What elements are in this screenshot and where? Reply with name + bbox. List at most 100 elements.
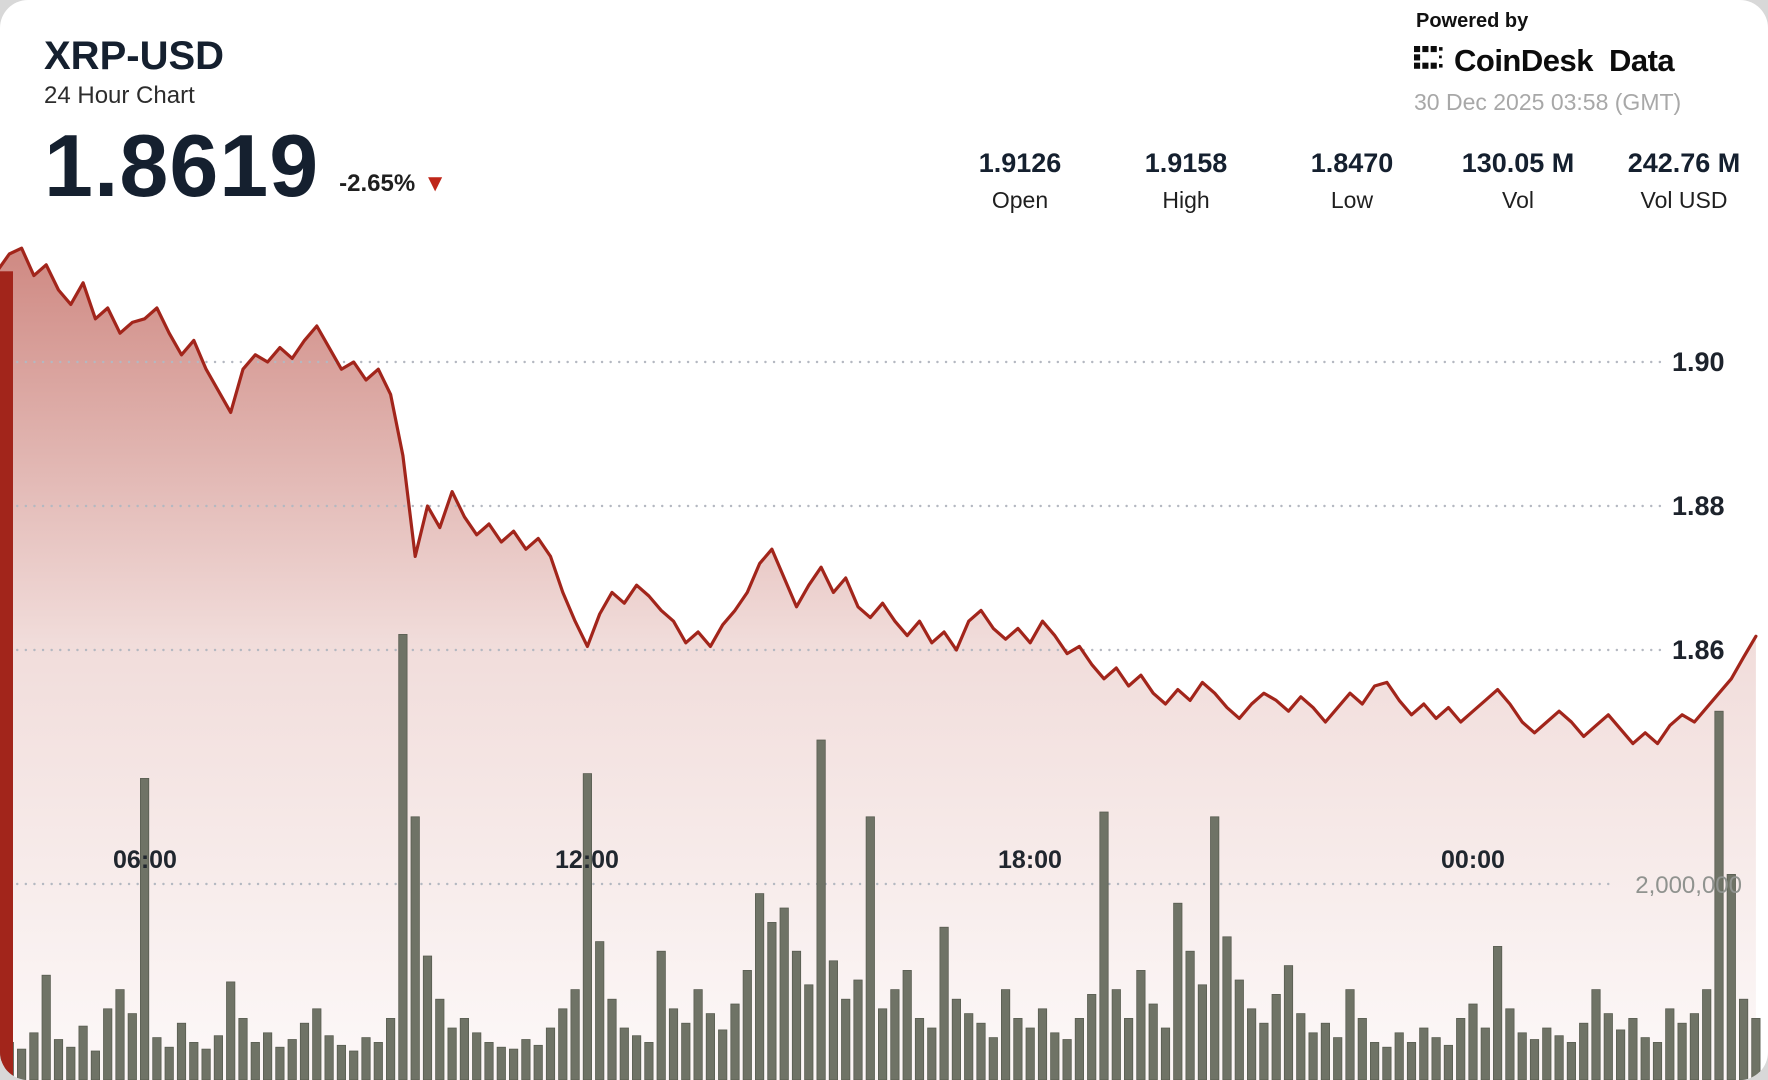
volume-bar: [1222, 936, 1232, 1080]
volume-bar: [1234, 979, 1244, 1080]
volume-bar: [53, 1039, 64, 1080]
volume-bar: [435, 998, 445, 1080]
volume-bar: [558, 1008, 568, 1080]
volume-bar: [410, 816, 420, 1080]
volume-bar: [1099, 811, 1109, 1080]
volume-bar: [976, 1022, 986, 1080]
volume-bar: [1406, 1042, 1417, 1080]
volume-bar: [1566, 1042, 1576, 1080]
volume-bar: [1087, 994, 1097, 1080]
volume-bar: [841, 998, 851, 1080]
volume-bar: [1308, 1032, 1318, 1080]
stat-open-label: Open: [991, 187, 1049, 213]
volume-bar: [902, 970, 912, 1080]
volume-bar: [1062, 1039, 1072, 1080]
volume-bar: [521, 1039, 531, 1080]
volume-bar: [1640, 1037, 1650, 1080]
volume-bar: [1468, 1003, 1478, 1080]
volume-bar: [693, 989, 703, 1080]
header-left: XRP-USD 24 Hour Chart 1.8619 -2.65% ▼: [44, 34, 447, 215]
volume-bar: [1456, 1018, 1466, 1080]
time-tick-label: 12:00: [555, 846, 619, 874]
time-tick-label: 18:00: [998, 846, 1062, 874]
left-edge-accent: [0, 271, 13, 1080]
volume-bar: [1591, 989, 1601, 1080]
price-tick-label: 1.88: [1672, 491, 1725, 521]
stat-vol-label: Vol: [1502, 187, 1534, 213]
volume-bar: [1111, 989, 1121, 1080]
volume-bar: [1443, 1044, 1453, 1080]
volume-bar: [78, 1025, 88, 1080]
volume-bar: [472, 1032, 482, 1080]
volume-bar: [164, 1046, 174, 1080]
volume-bar: [804, 984, 814, 1080]
price-tick-label: 1.86: [1672, 635, 1725, 665]
volume-bar: [299, 1022, 310, 1080]
volume-bar: [730, 1003, 740, 1080]
volume-bar: [373, 1042, 383, 1080]
volume-bar: [1050, 1032, 1060, 1080]
volume-bar: [1579, 1022, 1589, 1080]
volume-bar: [1345, 989, 1355, 1080]
volume-bar: [619, 1027, 629, 1080]
volume-bar: [103, 1008, 113, 1080]
volume-bar: [1493, 946, 1503, 1080]
brand-block: Powered by: [1414, 10, 1744, 116]
volume-bar: [422, 955, 433, 1080]
stat-vol-value: 130.05 M: [1461, 148, 1575, 178]
volume-bar: [1210, 816, 1220, 1080]
volume-bar: [1419, 1027, 1429, 1080]
volume-bar: [1271, 994, 1281, 1080]
volume-bar: [1505, 1008, 1515, 1080]
volume-bar: [238, 1018, 248, 1080]
ohlc-stats-row: 1.9126 Open 1.9158 High 1.8470 Low 130.0…: [956, 148, 1748, 214]
chart-subtitle: 24 Hour Chart: [44, 82, 195, 109]
volume-bar: [1357, 1018, 1367, 1080]
time-tick-label: 06:00: [113, 846, 177, 874]
stat-low-label: Low: [1330, 187, 1374, 213]
volume-bar: [595, 941, 605, 1080]
volume-bar: [1382, 1046, 1392, 1080]
volume-bar: [361, 1037, 371, 1080]
brand-name-coindesk: CoinDesk: [1454, 43, 1593, 78]
volume-bar: [336, 1044, 346, 1080]
volume-bar: [226, 981, 236, 1080]
volume-bar: [853, 979, 863, 1080]
volume-bar: [914, 1018, 925, 1080]
down-triangle-icon: ▼: [423, 169, 447, 197]
stat-vol-usd-label: Vol USD: [1640, 187, 1728, 213]
volume-bar: [755, 893, 765, 1080]
stat-vol-usd-value: 242.76 M: [1627, 148, 1741, 178]
stat-low: 1.8470 Low: [1288, 148, 1416, 214]
volume-bar: [509, 1048, 519, 1080]
brand-name-data: Data: [1608, 43, 1675, 78]
volume-bar: [1529, 1039, 1540, 1080]
volume-bar: [1370, 1042, 1380, 1080]
volume-bar: [1259, 1022, 1269, 1080]
volume-bar: [275, 1046, 285, 1080]
volume-bar: [496, 1046, 506, 1080]
stat-high-value: 1.9158: [1144, 148, 1228, 178]
last-price: 1.8619: [44, 116, 320, 215]
volume-bar: [890, 989, 900, 1080]
volume-bar: [115, 989, 125, 1080]
volume-bar: [779, 907, 789, 1080]
volume-bar: [66, 1046, 76, 1080]
volume-bar: [927, 1027, 937, 1080]
price-row: 1.8619 -2.65% ▼: [44, 116, 447, 215]
volume-bar: [29, 1032, 39, 1080]
stat-vol: 130.05 M Vol: [1454, 148, 1582, 214]
price-line: [0, 246, 1758, 746]
volume-bar: [705, 1013, 715, 1080]
volume-bar: [213, 1035, 223, 1080]
volume-bar: [324, 1035, 334, 1080]
change-wrap: -2.65% ▼: [339, 170, 447, 208]
volume-bar: [201, 1048, 211, 1080]
volume-bar: [1148, 1003, 1158, 1080]
volume-bar: [17, 1048, 27, 1080]
volume-bar: [1283, 965, 1294, 1080]
coindesk-logo-icon: [1414, 46, 1444, 76]
volume-bar: [1394, 1032, 1404, 1080]
